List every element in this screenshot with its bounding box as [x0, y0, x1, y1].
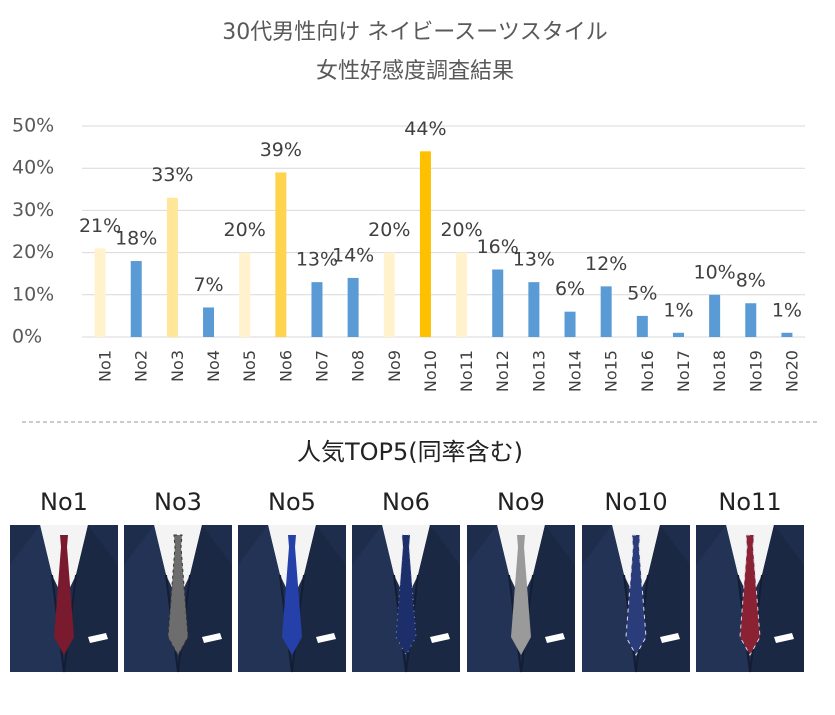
- y-tick-label: 20%: [12, 241, 54, 263]
- photo-label: No3: [154, 488, 202, 516]
- y-tick-label: 30%: [12, 199, 54, 221]
- x-tick-label: No19: [746, 350, 765, 392]
- value-label: 13%: [296, 249, 338, 271]
- bar: [347, 277, 359, 337]
- x-tick-label: No8: [349, 350, 368, 382]
- x-tick-label: No3: [168, 350, 187, 382]
- value-label: 12%: [585, 253, 627, 275]
- x-tick-label: No1: [96, 350, 115, 382]
- section-title: 人気TOP5(同率含む): [297, 438, 523, 466]
- value-label: 13%: [513, 249, 555, 271]
- y-tick-label: 0%: [12, 326, 42, 348]
- bar: [311, 282, 323, 337]
- value-label: 21%: [79, 215, 121, 237]
- y-tick-label: 40%: [12, 157, 54, 179]
- value-label: 6%: [555, 278, 585, 300]
- value-label: 16%: [477, 236, 519, 258]
- bar: [600, 286, 612, 337]
- x-tick-label: No4: [204, 350, 223, 382]
- bar: [419, 151, 431, 337]
- value-label: 20%: [224, 219, 266, 241]
- value-label: 20%: [440, 219, 482, 241]
- x-tick-label: No11: [457, 350, 476, 392]
- x-tick-label: No14: [566, 350, 585, 392]
- x-tick-label: No6: [276, 350, 295, 382]
- x-tick-label: No15: [602, 350, 621, 392]
- bar: [94, 248, 106, 337]
- x-tick-label: No20: [782, 350, 801, 392]
- bar: [130, 261, 142, 337]
- photo: [351, 524, 461, 673]
- bar: [781, 332, 793, 337]
- photos: [9, 524, 805, 673]
- value-label: 39%: [260, 139, 302, 161]
- x-tick-label: No7: [312, 350, 331, 382]
- value-label: 14%: [332, 244, 374, 266]
- photo-label: No9: [497, 488, 545, 516]
- y-tick-label: 10%: [12, 283, 54, 305]
- x-tick-label: No16: [638, 350, 657, 392]
- bar: [203, 307, 215, 337]
- chart-subtitle: 女性好感度調査結果: [316, 59, 514, 84]
- x-tick-label: No13: [529, 350, 548, 392]
- bar: [239, 252, 251, 337]
- photo-label: No5: [268, 488, 316, 516]
- x-tick-label: No10: [421, 350, 440, 392]
- value-label: 10%: [694, 261, 736, 283]
- x-tick-label: No5: [240, 350, 259, 382]
- photo: [237, 524, 347, 673]
- bar: [745, 303, 757, 337]
- bar: [709, 294, 721, 337]
- photo: [695, 524, 805, 673]
- value-label: 1%: [663, 299, 693, 321]
- bar: [456, 252, 468, 337]
- x-tick-label: No2: [132, 350, 151, 382]
- bar: [528, 282, 540, 337]
- value-label: 5%: [627, 282, 657, 304]
- photo-label: No10: [604, 488, 667, 516]
- photo: [466, 524, 576, 673]
- photo-label: No1: [40, 488, 88, 516]
- bar: [672, 332, 684, 337]
- bar: [636, 315, 648, 337]
- photo: [123, 524, 233, 673]
- y-tick-label: 50%: [12, 115, 54, 137]
- photo: [581, 524, 691, 673]
- chart-title: 30代男性向け ネイビースーツスタイル: [222, 20, 607, 45]
- bar: [383, 252, 395, 337]
- x-tick-label: No9: [385, 350, 404, 382]
- bar: [166, 197, 178, 337]
- value-label: 18%: [115, 228, 157, 250]
- photo-label: No6: [382, 488, 430, 516]
- bar: [492, 269, 504, 337]
- value-label: 44%: [404, 118, 446, 140]
- x-tick-label: No17: [674, 350, 693, 392]
- bar: [564, 311, 576, 337]
- value-label: 8%: [736, 270, 766, 292]
- x-tick-label: No18: [710, 350, 729, 392]
- value-label: 33%: [151, 164, 193, 186]
- value-label: 7%: [193, 274, 223, 296]
- x-tick-label: No12: [493, 350, 512, 392]
- photo: [9, 524, 119, 673]
- value-label: 20%: [368, 219, 410, 241]
- value-label: 1%: [772, 299, 802, 321]
- bar: [275, 172, 287, 337]
- photo-label: No11: [718, 488, 781, 516]
